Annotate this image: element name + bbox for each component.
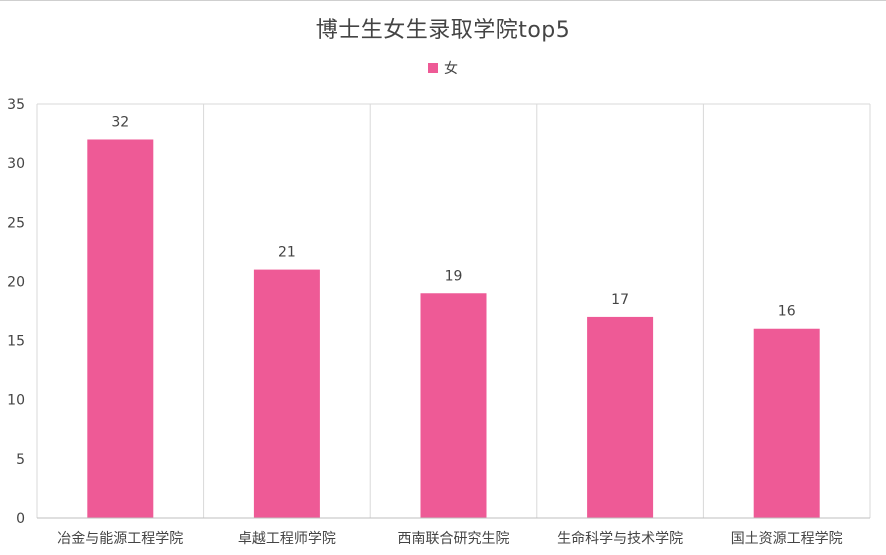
y-tick-label: 0 (16, 511, 25, 527)
data-label: 21 (278, 245, 296, 261)
y-tick-label: 10 (7, 393, 25, 409)
bar-layer (87, 139, 820, 518)
data-label: 16 (778, 304, 796, 320)
x-tick-label: 生命科学与技术学院 (557, 530, 683, 547)
legend-swatch (428, 63, 438, 73)
bar (87, 139, 154, 518)
label-layer: 32 21 19 17 16 (111, 114, 795, 319)
grid-layer (36, 103, 871, 518)
legend-label: 女 (444, 61, 458, 77)
x-tick-label: 国土资源工程学院 (731, 531, 843, 547)
data-label: 17 (611, 292, 629, 308)
chart-title: 博士生女生录取学院top5 (315, 18, 571, 43)
y-tick-label: 30 (7, 156, 25, 172)
bar (753, 328, 820, 518)
data-label: 19 (445, 268, 463, 284)
y-tick-label: 5 (16, 452, 25, 468)
x-tick-label: 冶金与能源工程学院 (57, 531, 183, 547)
bar (587, 316, 654, 518)
bar (420, 293, 487, 518)
y-tick-label: 15 (7, 334, 25, 350)
top-border (0, 0, 886, 1)
bar (253, 269, 320, 518)
x-tick-label: 卓越工程师学院 (238, 531, 336, 547)
y-tick-label: 35 (7, 97, 25, 113)
data-label: 32 (111, 114, 129, 130)
legend: 女 (0, 58, 886, 78)
x-tick-label: 西南联合研究生院 (398, 531, 510, 547)
y-tick-label: 20 (7, 274, 25, 290)
axis-layer: 0 5 10 15 20 25 30 35 冶金与能源工程学院 卓越工程师学院 西南联合研究生院 生命… (7, 97, 870, 547)
y-tick-label: 25 (7, 215, 25, 231)
